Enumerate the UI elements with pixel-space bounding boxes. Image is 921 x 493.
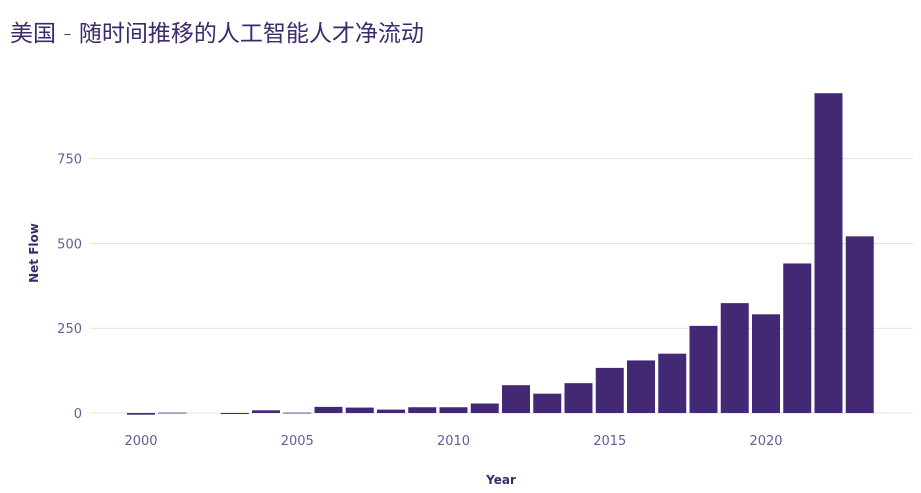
bar-2017 (658, 353, 687, 413)
bar-2001 (158, 412, 187, 414)
y-tick-label: 750 (57, 153, 82, 168)
bar-2011 (470, 403, 499, 413)
y-axis-label: Net Flow (27, 223, 41, 283)
bar-2010 (439, 407, 468, 413)
chart-title: 美国 - 随时间推移的人工智能人才净流动 (10, 21, 424, 47)
bar-2022 (814, 93, 843, 413)
y-tick-label: 500 (57, 237, 82, 252)
y-tick-label: 250 (57, 322, 82, 337)
x-tick-label: 2020 (749, 434, 782, 449)
bar-2007 (345, 407, 374, 413)
x-axis-label: Year (485, 473, 516, 487)
bar-2009 (408, 407, 437, 413)
bar-2018 (689, 325, 718, 413)
bar-2004 (252, 410, 280, 413)
y-tick-label: 0 (74, 407, 82, 422)
bar-2005 (283, 412, 312, 414)
bar-2013 (533, 393, 562, 413)
bar-2019 (720, 303, 749, 413)
x-tick-label: 2010 (437, 434, 470, 449)
x-tick-label: 2005 (281, 434, 314, 449)
bar-2003 (220, 413, 249, 415)
bar-2006 (314, 406, 343, 413)
bar-2014 (564, 383, 593, 413)
bar-2000 (127, 413, 155, 415)
bar-2023 (845, 236, 874, 413)
bar-2016 (627, 360, 655, 413)
bar-2008 (377, 409, 405, 413)
bar-2012 (502, 385, 530, 413)
x-tick-label: 2015 (593, 434, 626, 449)
bar-2021 (783, 263, 812, 413)
x-tick-label: 2000 (124, 434, 157, 449)
bar-2015 (595, 367, 624, 413)
bar-2020 (752, 314, 780, 413)
